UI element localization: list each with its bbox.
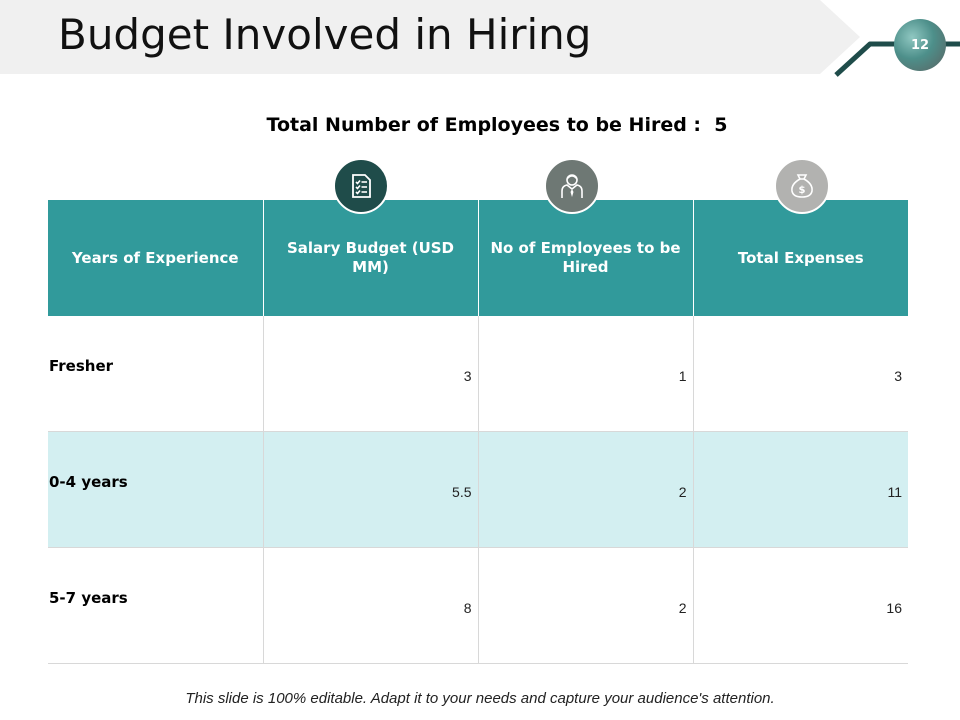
cell-total: 16 — [692, 547, 908, 664]
cell-employees: 1 — [477, 316, 693, 432]
salary-value: 3 — [463, 368, 472, 384]
title-banner — [0, 0, 860, 74]
cell-label: Fresher — [48, 316, 263, 432]
header-total-expenses: Total Expenses — [692, 200, 908, 316]
cell-label: 0-4 years — [48, 431, 263, 548]
salary-value: 5.5 — [452, 484, 472, 500]
employees-value: 2 — [678, 600, 687, 616]
cell-total: 3 — [692, 316, 908, 432]
total-value: 11 — [887, 484, 902, 500]
header-years-of-experience: Years of Experience — [48, 200, 263, 316]
table-row: Fresher 3 1 3 — [48, 316, 908, 432]
cell-total: 11 — [692, 431, 908, 548]
svg-text:$: $ — [799, 185, 806, 196]
checklist-icon — [333, 158, 389, 214]
page-number-badge: 12 — [894, 19, 946, 71]
footer-note: This slide is 100% editable. Adapt it to… — [185, 690, 775, 707]
money-bag-icon: $ — [774, 158, 830, 214]
hiring-budget-table: Years of Experience Salary Budget (USD M… — [48, 200, 908, 664]
employee-icon — [544, 158, 600, 214]
row-label: 5-7 years — [49, 589, 128, 607]
total-employees-heading: Total Number of Employees to be Hired : … — [266, 114, 728, 136]
cell-salary: 8 — [262, 547, 478, 664]
cell-employees: 2 — [477, 547, 693, 664]
cell-label: 5-7 years — [48, 547, 263, 664]
header-salary-budget: Salary Budget (USD MM) — [262, 200, 478, 316]
row-label: 0-4 years — [49, 473, 128, 491]
table-row: 0-4 years 5.5 2 11 — [48, 431, 908, 548]
row-label: Fresher — [49, 357, 114, 375]
salary-value: 8 — [463, 600, 472, 616]
cell-salary: 3 — [262, 316, 478, 432]
employees-value: 1 — [678, 368, 687, 384]
cell-employees: 2 — [477, 431, 693, 548]
page-title: Budget Involved in Hiring — [58, 10, 592, 59]
cell-salary: 5.5 — [262, 431, 478, 548]
table-header-row: Years of Experience Salary Budget (USD M… — [48, 200, 908, 316]
total-value: 16 — [886, 600, 902, 616]
total-value: 3 — [894, 368, 902, 384]
header-employees-to-hire: No of Employees to be Hired — [477, 200, 693, 316]
employees-value: 2 — [678, 484, 687, 500]
table-row: 5-7 years 8 2 16 — [48, 547, 908, 664]
